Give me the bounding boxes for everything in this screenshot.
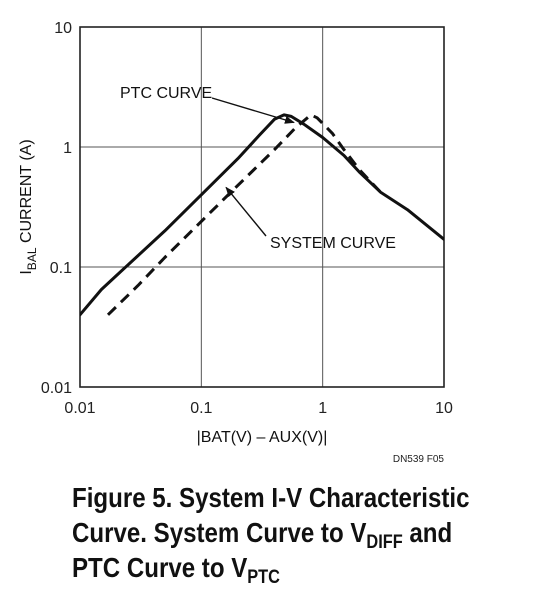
ptc-curve-line — [80, 113, 444, 317]
y-axis-label-rest: CURRENT (A) — [18, 139, 35, 247]
caption-line-2-sub: DIFF — [366, 532, 403, 553]
plot-frame — [79, 26, 445, 388]
y-tick-label: 1 — [63, 140, 72, 157]
caption-line-3: PTC Curve to VPTC — [72, 550, 476, 588]
x-tick-labels: 0.01 0.1 1 10 — [64, 400, 453, 417]
annotation-label: SYSTEM CURVE — [270, 235, 396, 252]
y-tick-label: 0.01 — [41, 380, 72, 397]
x-tick-label: 1 — [318, 400, 327, 417]
grid — [80, 27, 444, 387]
figure-caption: Figure 5. System I-V Characteristic Curv… — [72, 480, 476, 588]
x-axis-label: |BAT(V) – AUX(V)| — [197, 429, 328, 446]
y-tick-labels: 0.01 0.1 1 10 — [41, 20, 72, 397]
caption-line-2-pre: Curve. System Curve to V — [72, 517, 367, 548]
x-tick-label: 0.01 — [64, 400, 95, 417]
annotations: PTC CURVE SYSTEM CURVE — [120, 85, 396, 252]
y-tick-label: 0.1 — [50, 260, 72, 277]
annotation-arrow — [225, 186, 267, 237]
figure-code: DN539 F05 — [393, 454, 445, 465]
series-layer — [80, 113, 444, 317]
y-axis-label-sub: BAL — [25, 247, 39, 270]
caption-line-2: Curve. System Curve to VDIFF and — [72, 515, 476, 553]
caption-line-1: Figure 5. System I-V Characteristic — [72, 482, 470, 513]
y-axis-label: IBAL CURRENT (A) — [18, 139, 39, 274]
annotation-label: PTC CURVE — [120, 85, 212, 102]
iv-chart: 0.01 0.1 1 10 0.01 0.1 1 10 PTC CURVE SYSTEM CU… — [18, 20, 453, 465]
caption-line-2-post: and — [402, 517, 453, 548]
caption-line-3-pre: PTC Curve to V — [72, 552, 248, 583]
x-tick-label: 0.1 — [190, 400, 212, 417]
x-tick-label: 10 — [435, 400, 453, 417]
y-tick-label: 10 — [54, 20, 72, 37]
y-axis-label-main: I — [18, 270, 35, 274]
system-curve-line — [106, 113, 382, 316]
caption-line-3-sub: PTC — [247, 567, 280, 588]
annotation-arrow — [211, 97, 295, 124]
